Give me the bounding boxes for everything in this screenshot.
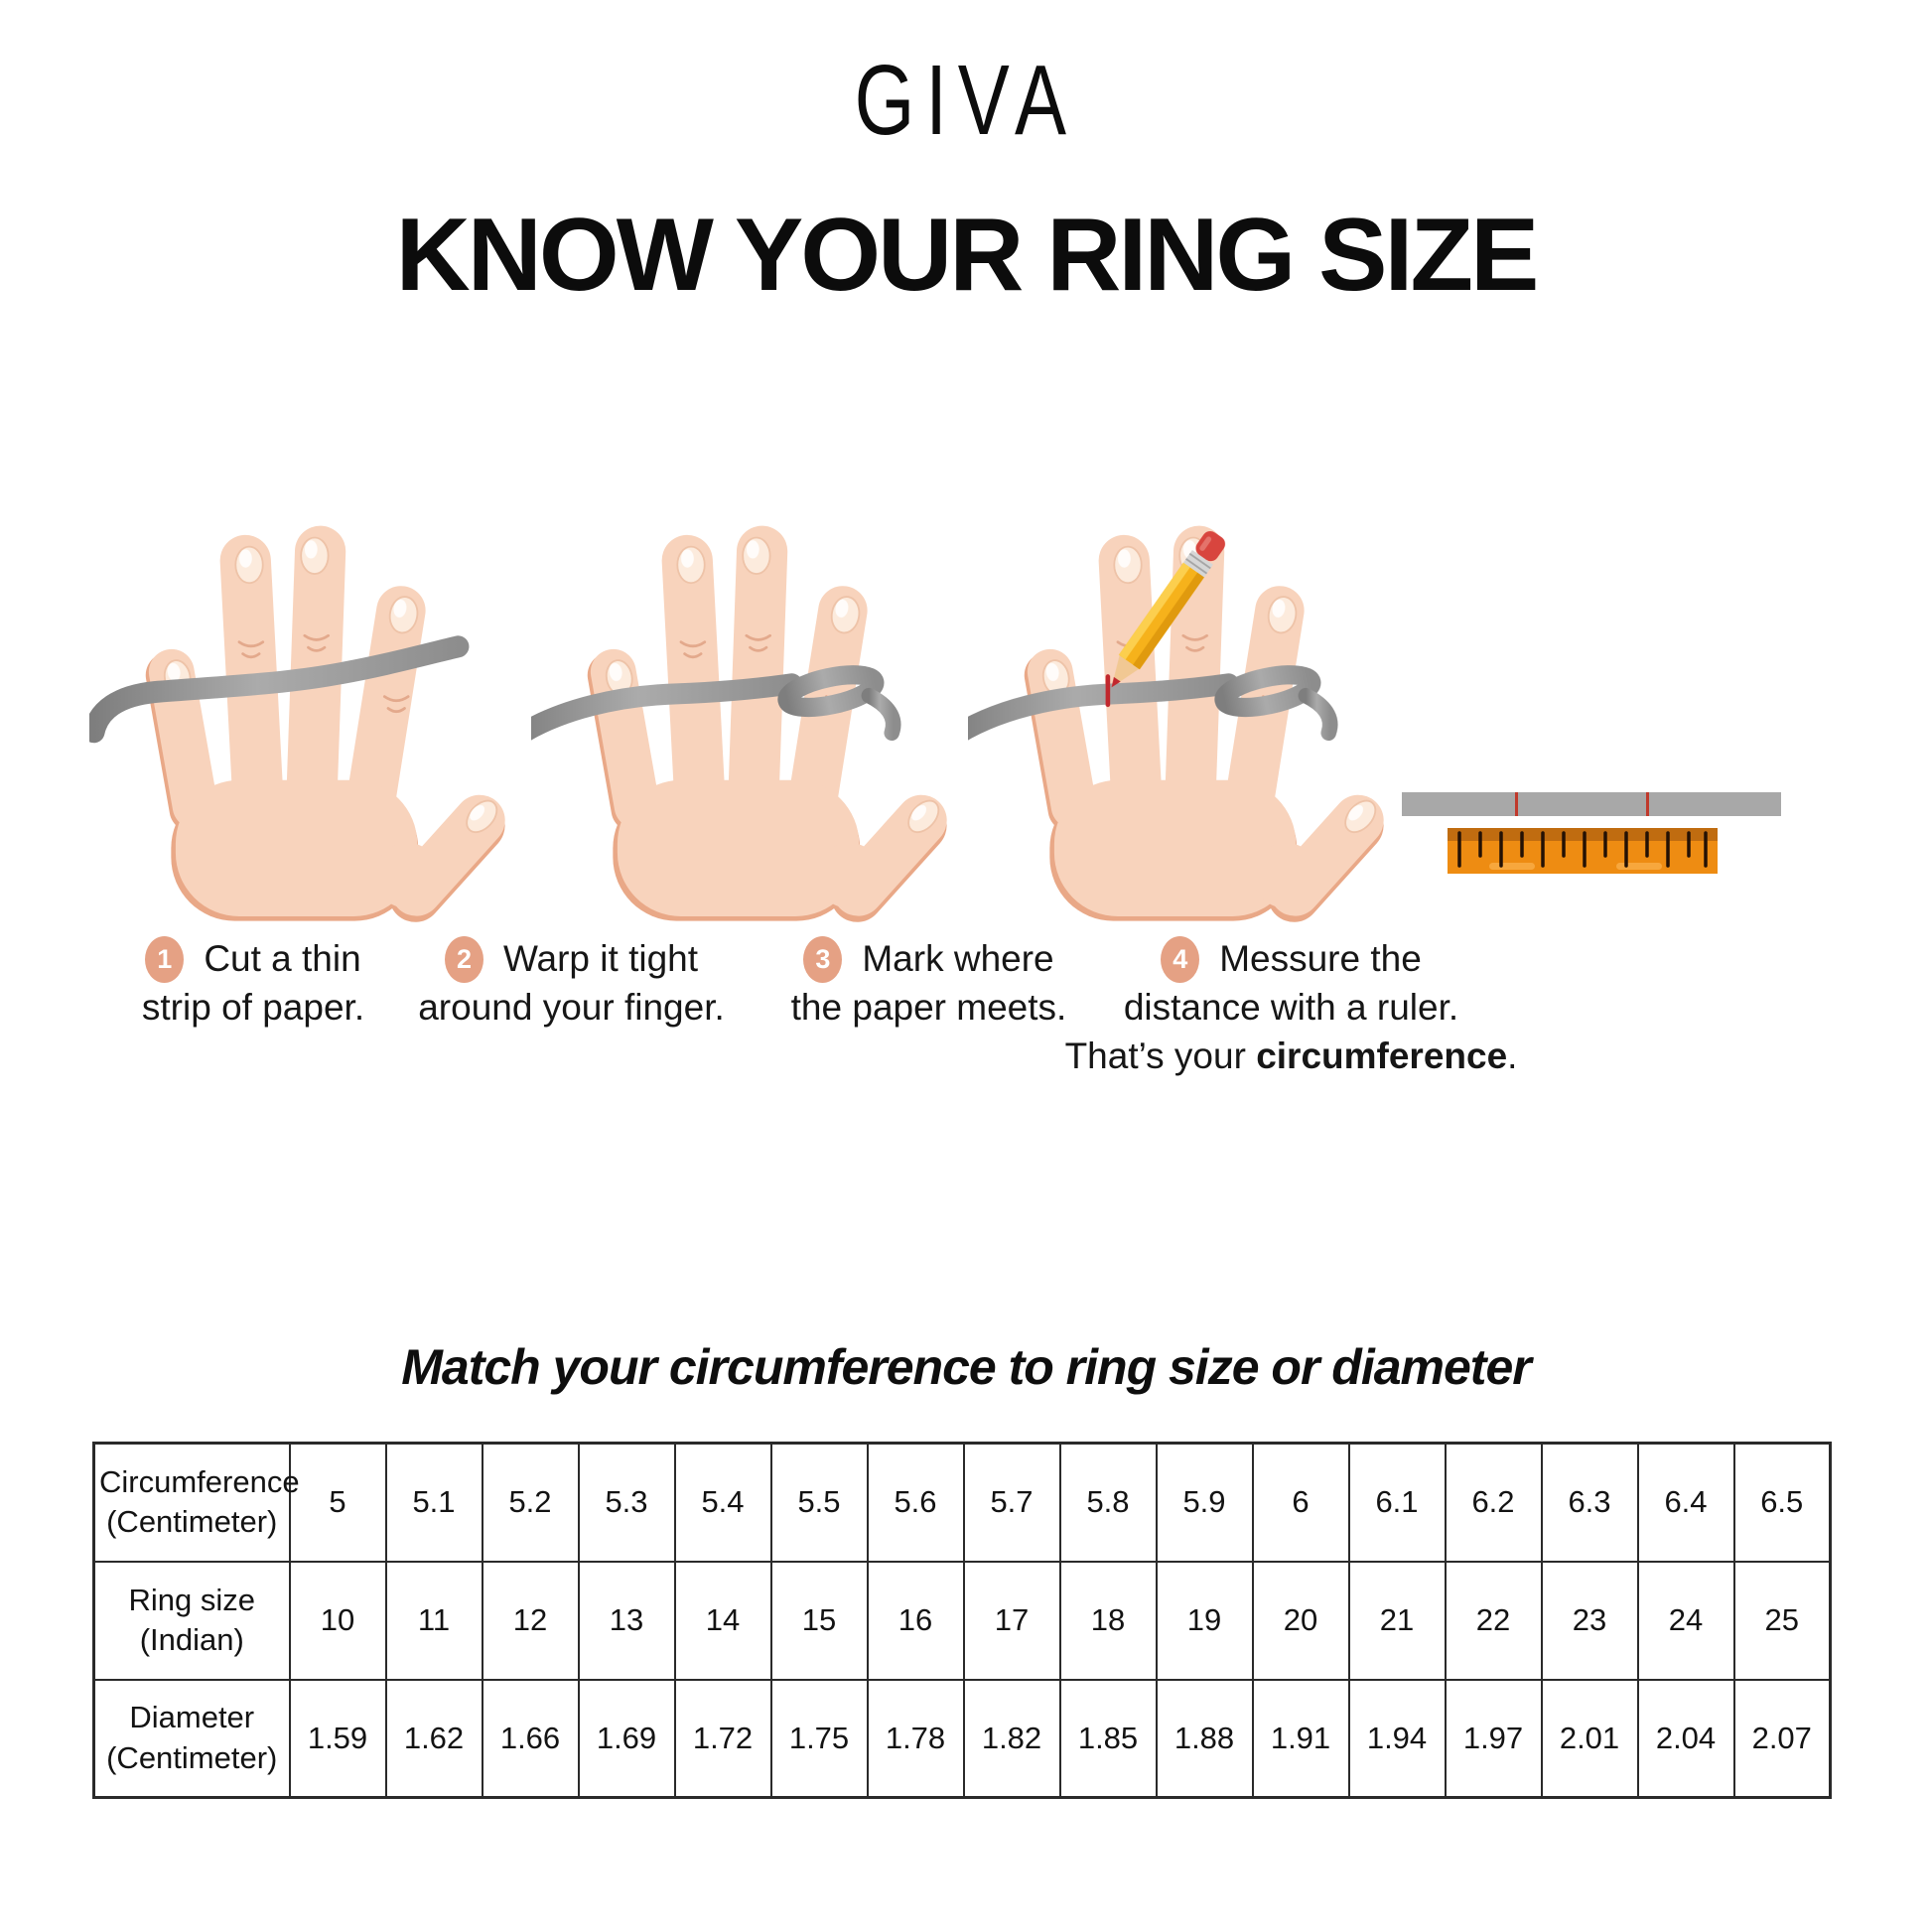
size-table-value-cell: 5.9 — [1155, 1442, 1254, 1563]
step-2-number-badge: 2 — [444, 935, 483, 983]
step2-illustration — [531, 467, 958, 939]
step-4-line-3: That’s your circumference. — [1064, 1035, 1518, 1076]
step-1-line-2: strip of paper. — [141, 986, 365, 1028]
size-table-value-cell: 14 — [673, 1560, 772, 1681]
size-table-value-cell: 15 — [769, 1560, 869, 1681]
table-row-diameter: Diameter (Centimeter) 1.59 1.62 1.66 1.69 1.7… — [92, 1678, 1832, 1799]
size-table-value-cell: 11 — [384, 1560, 483, 1681]
size-table-value-cell: 10 — [288, 1560, 387, 1681]
step-4-line-2: distance with a ruler. — [1123, 986, 1459, 1028]
steps-captions: 1 Cut a thin strip of paper. 2 Warp it t… — [0, 935, 1932, 1154]
strip-and-ruler-icon — [1402, 792, 1781, 874]
step-4-line-1: Messure the — [1219, 938, 1422, 979]
size-table-value-cell: 5.4 — [673, 1442, 772, 1563]
paper-strip-wrapped-icon — [531, 665, 901, 741]
size-table-value-cell: 6.1 — [1347, 1442, 1447, 1563]
size-table-value-cell: 6 — [1251, 1442, 1350, 1563]
size-table-value-cell: 1.72 — [673, 1678, 772, 1799]
size-table-value-cell: 1.69 — [577, 1678, 676, 1799]
size-table-value-cell: 2.04 — [1636, 1678, 1735, 1799]
paper-strip-icon — [89, 635, 470, 744]
step-1-caption: 1 Cut a thin strip of paper. — [79, 935, 427, 1033]
size-table-value-cell: 1.94 — [1347, 1678, 1447, 1799]
size-table-value-cell: 1.75 — [769, 1678, 869, 1799]
size-table-value-cell: 1.78 — [866, 1678, 965, 1799]
size-table-value-cell: 1.85 — [1058, 1678, 1158, 1799]
size-table-value-cell: 20 — [1251, 1560, 1350, 1681]
size-table-value-cell: 1.59 — [288, 1678, 387, 1799]
size-table-value-cell: 22 — [1444, 1560, 1543, 1681]
size-table-value-cell: 23 — [1540, 1560, 1639, 1681]
step-1-line-1: Cut a thin — [204, 938, 361, 979]
size-table: Circumference (Centimeter) 5 5.1 5.2 5.3 5.4 5… — [92, 1442, 1832, 1799]
size-table-value-cell: 5.3 — [577, 1442, 676, 1563]
step4-illustration — [1390, 417, 1807, 933]
size-table-value-cell: 1.66 — [481, 1678, 580, 1799]
size-table-value-cell: 16 — [866, 1560, 965, 1681]
step1-illustration — [89, 467, 516, 939]
table-row-ring-size: Ring size (Indian) 10 11 12 13 14 15 16 17 18 19 20… — [92, 1560, 1832, 1681]
size-table-value-cell: 5.6 — [866, 1442, 965, 1563]
step-2-line-1: Warp it tight — [502, 938, 699, 979]
ruler-icon — [1448, 828, 1718, 874]
row-label-diameter: Diameter (Centimeter) — [92, 1678, 291, 1799]
size-table-value-cell: 2.01 — [1540, 1678, 1639, 1799]
size-table-value-cell: 5.8 — [1058, 1442, 1158, 1563]
size-table-value-cell: 6.2 — [1444, 1442, 1543, 1563]
size-table-value-cell: 17 — [962, 1560, 1061, 1681]
size-table-value-cell: 18 — [1058, 1560, 1158, 1681]
size-table-value-cell: 1.82 — [962, 1678, 1061, 1799]
pencil-icon — [1111, 530, 1226, 688]
brand-logo-text: GIVA — [854, 45, 1078, 156]
step-3-line-1: Mark where — [862, 938, 1054, 979]
step-4-number-badge: 4 — [1161, 935, 1200, 983]
size-table-value-cell: 1.91 — [1251, 1678, 1350, 1799]
size-table-value-cell: 2.07 — [1732, 1678, 1832, 1799]
step-2-caption: 2 Warp it tight around your finger. — [390, 935, 753, 1033]
hand-with-wrapped-strip-icon — [531, 467, 958, 939]
step-3-line-2: the paper meets. — [790, 986, 1067, 1028]
size-table-value-cell: 5.1 — [384, 1442, 483, 1563]
step-3-number-badge: 3 — [803, 935, 843, 983]
size-table-value-cell: 21 — [1347, 1560, 1447, 1681]
marked-paper-strip-icon — [1402, 792, 1781, 816]
row-label-ring-size: Ring size (Indian) — [92, 1560, 291, 1681]
size-table-value-cell: 12 — [481, 1560, 580, 1681]
size-table-value-cell: 5.2 — [481, 1442, 580, 1563]
size-table-value-cell: 1.62 — [384, 1678, 483, 1799]
table-row-circumference: Circumference (Centimeter) 5 5.1 5.2 5.3 5.4 5… — [92, 1442, 1832, 1563]
size-table-value-cell: 5 — [288, 1442, 387, 1563]
size-table-value-cell: 5.7 — [962, 1442, 1061, 1563]
hand-with-pencil-mark-icon — [968, 467, 1395, 939]
size-table-value-cell: 5.5 — [769, 1442, 869, 1563]
size-table-value-cell: 6.4 — [1636, 1442, 1735, 1563]
step-2-line-2: around your finger. — [418, 986, 725, 1028]
step-4-caption: 4 Messure the distance with a ruler. Tha… — [1055, 935, 1527, 1080]
row-label-circumference: Circumference (Centimeter) — [92, 1442, 300, 1563]
page-title: KNOW YOUR RING SIZE — [395, 198, 1540, 313]
size-table-value-cell: 6.5 — [1732, 1442, 1832, 1563]
table-heading: Match your circumference to ring size or… — [401, 1339, 1531, 1395]
step-3-caption: 3 Mark where the paper meets. — [753, 935, 1105, 1033]
step-1-number-badge: 1 — [145, 935, 185, 983]
hand-with-paper-strip-icon — [89, 467, 516, 939]
brand-logo: GIVA — [0, 44, 1932, 158]
circumference-emphasis: circumference — [1256, 1035, 1508, 1076]
size-table-value-cell: 25 — [1732, 1560, 1832, 1681]
size-table-value-cell: 13 — [577, 1560, 676, 1681]
size-table-value-cell: 1.88 — [1155, 1678, 1254, 1799]
size-table-value-cell: 1.97 — [1444, 1678, 1543, 1799]
size-table-container: Circumference (Centimeter) 5 5.1 5.2 5.3 5.4 5… — [92, 1442, 1832, 1799]
size-table-value-cell: 19 — [1155, 1560, 1254, 1681]
size-table-value-cell: 24 — [1636, 1560, 1735, 1681]
size-table-value-cell: 6.3 — [1540, 1442, 1639, 1563]
step3-illustration — [968, 467, 1395, 939]
